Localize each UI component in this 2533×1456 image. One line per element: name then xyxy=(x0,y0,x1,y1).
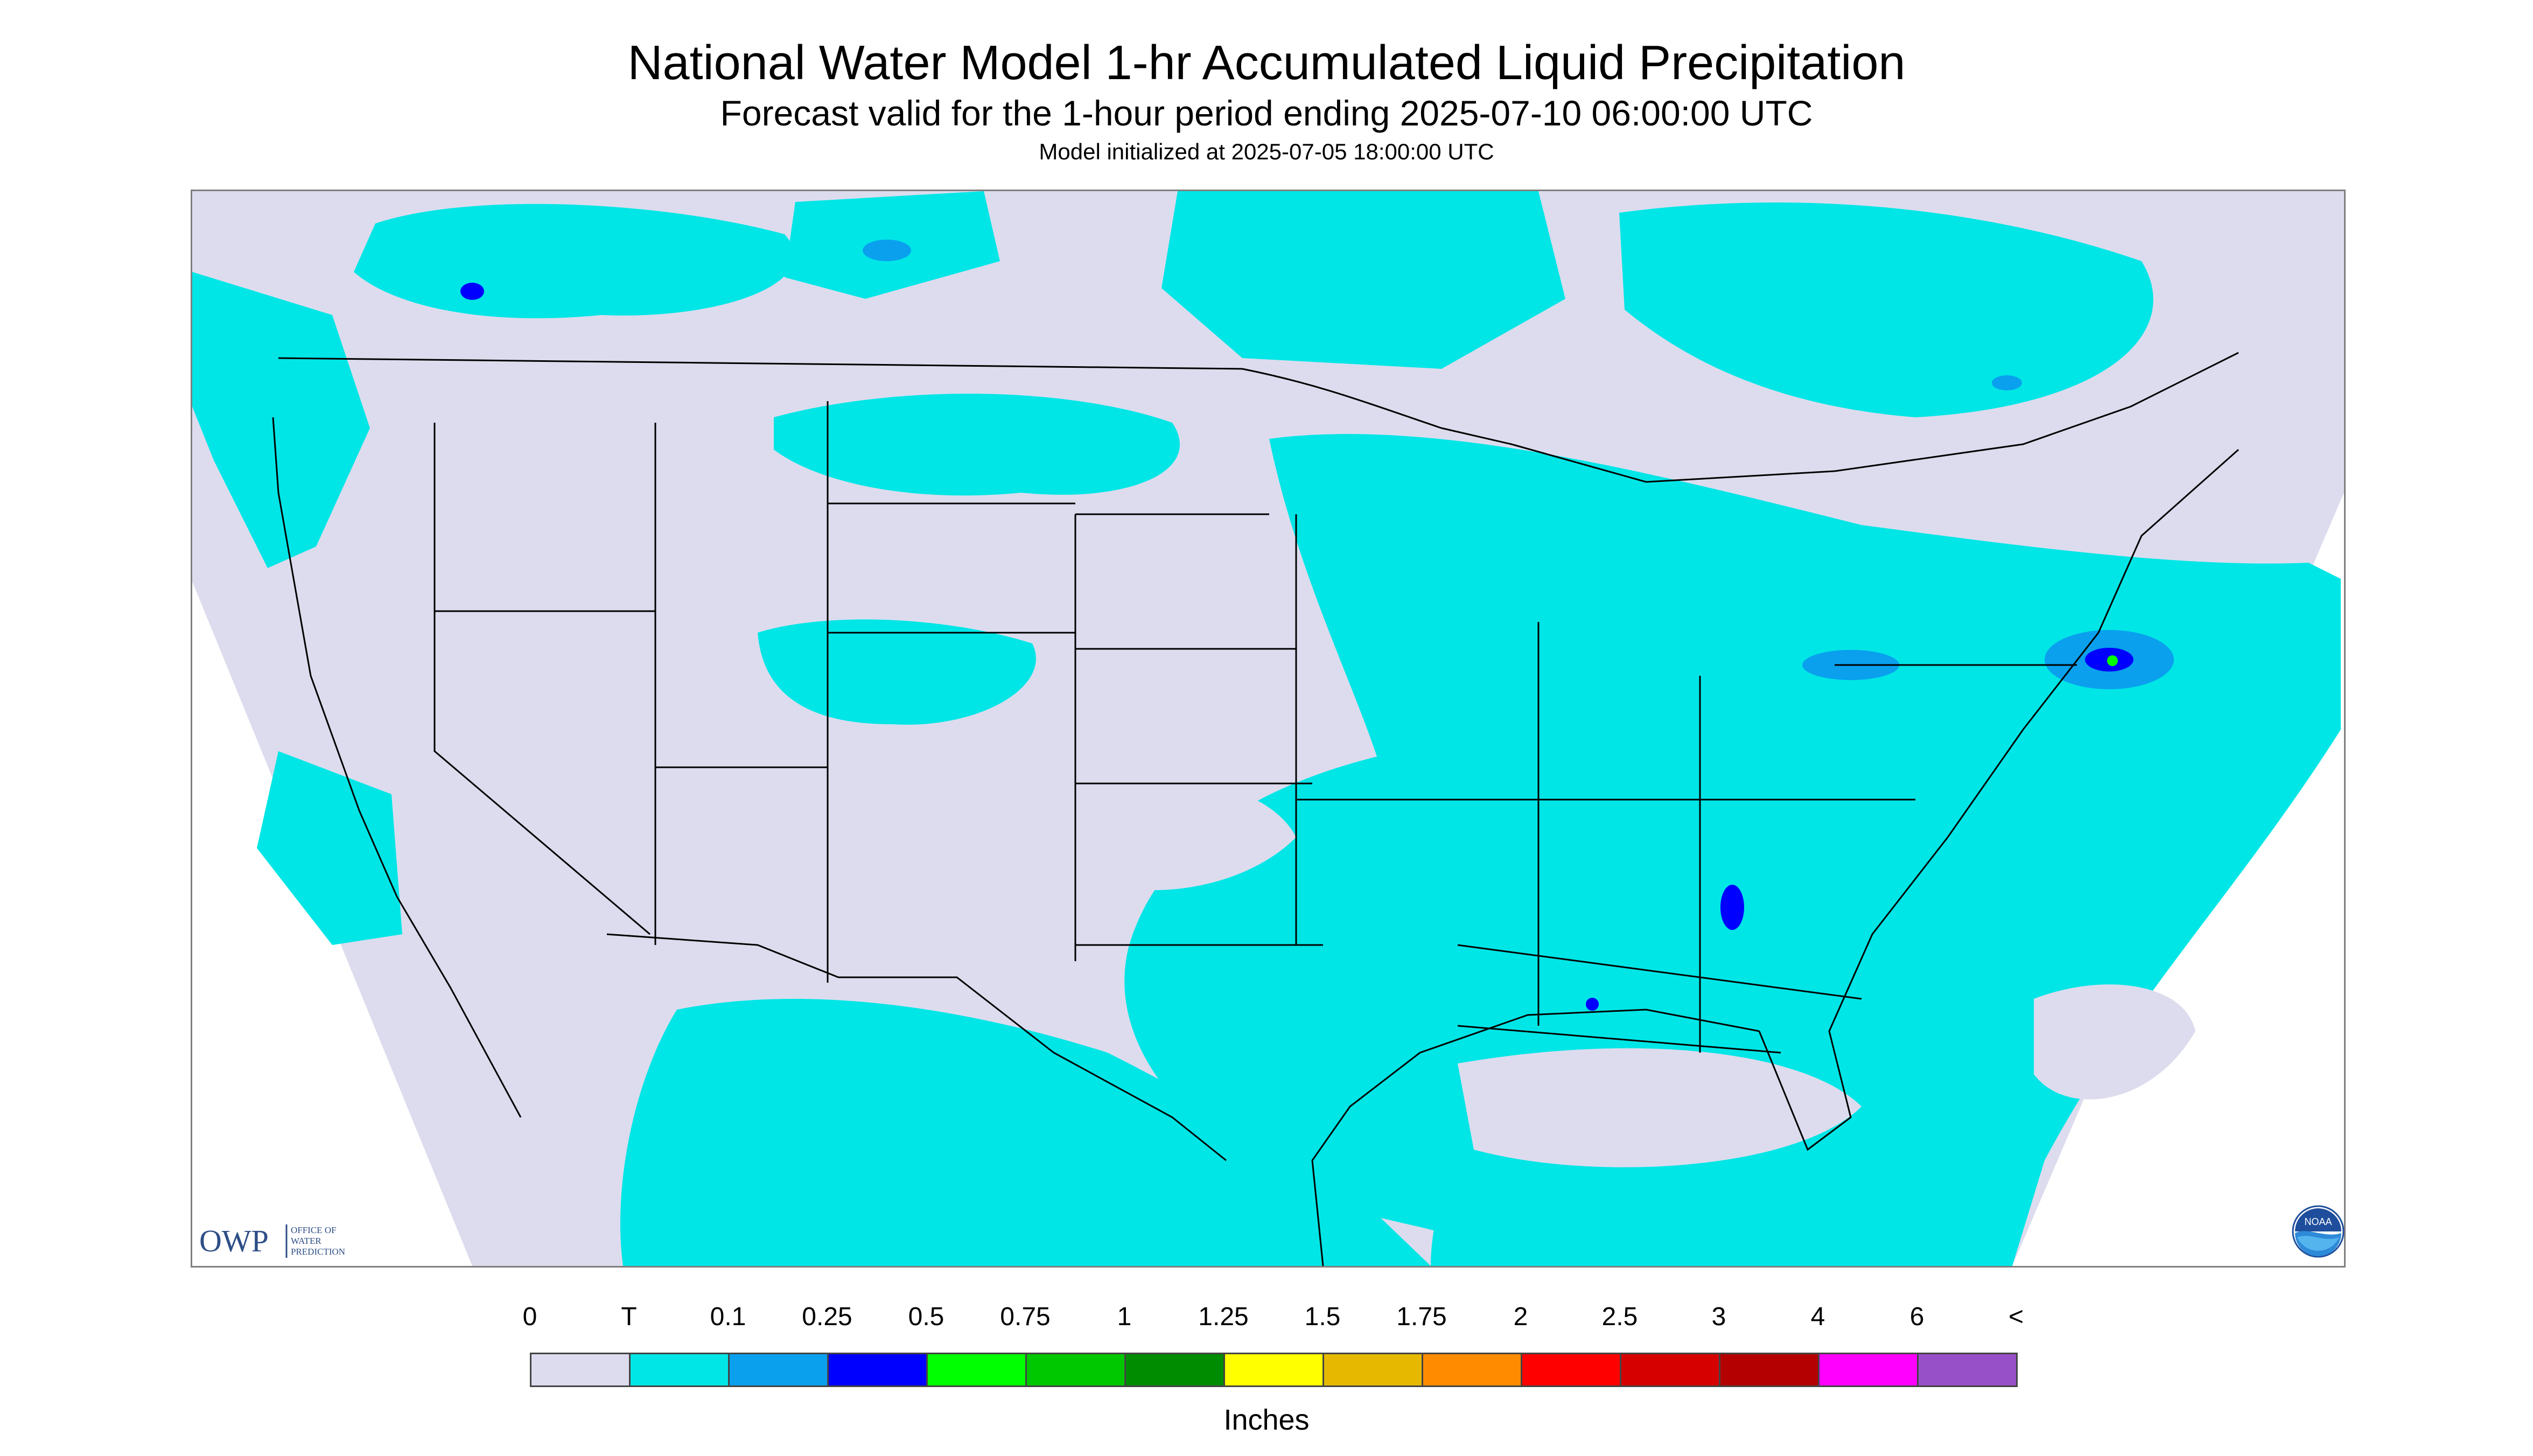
legend-swatch xyxy=(1719,1353,1820,1387)
legend-tick-label: 0.25 xyxy=(802,1303,852,1331)
legend-swatch xyxy=(827,1353,928,1387)
legend-swatch xyxy=(1124,1353,1225,1387)
color-legend xyxy=(530,1353,2018,1390)
owp-letters: OWP xyxy=(199,1223,269,1258)
heavy-precip-alberta xyxy=(460,283,484,300)
legend-swatch xyxy=(1025,1353,1126,1387)
legend-swatch xyxy=(1323,1353,1423,1387)
map-subtitle: Forecast valid for the 1-hour period end… xyxy=(720,93,1813,133)
state-lines-east xyxy=(1296,622,2077,1054)
map-title: National Water Model 1-hr Accumulated Li… xyxy=(627,36,1906,90)
owp-logo: OWP OFFICE OF WATER PREDICTION xyxy=(199,1222,372,1260)
political-boundaries xyxy=(278,352,2239,1161)
legend-tick-label: 1.5 xyxy=(1304,1303,1341,1331)
legend-tick-label: 0.1 xyxy=(710,1303,746,1331)
legend-tick-label: T xyxy=(621,1303,637,1331)
map-canvas xyxy=(192,191,2344,1266)
us-canada-border xyxy=(278,352,2239,483)
legend-tick-label: 0 xyxy=(522,1303,537,1331)
us-mexico-border xyxy=(606,933,1227,1161)
atlantic-coastline xyxy=(1758,449,2239,1151)
coastlines xyxy=(272,417,2239,1266)
legend-swatch xyxy=(728,1353,829,1387)
dry-gap-great-plains xyxy=(1054,775,1296,891)
precipitation-map xyxy=(191,190,2346,1268)
precip-area-pacific-nw xyxy=(192,272,370,568)
legend-swatch xyxy=(530,1353,631,1387)
dry-gap-florida-east xyxy=(2034,984,2195,1100)
legend-swatch xyxy=(629,1353,730,1387)
legend-swatch xyxy=(1620,1353,1720,1387)
legend-tick-label: 0.5 xyxy=(908,1303,944,1331)
heavy-precip-quebec xyxy=(1992,375,2022,390)
precip-area-west-coast-offshore xyxy=(257,751,402,945)
legend-tick-label: 2.5 xyxy=(1601,1303,1638,1331)
dry-gaps-layer xyxy=(1054,775,2195,1167)
heavy-precip-georgia xyxy=(1720,885,1744,930)
legend-tick-label: 3 xyxy=(1711,1303,1726,1331)
legend-tick-label: 2 xyxy=(1513,1303,1528,1331)
model-init-line: Model initialized at 2025-07-05 18:00:00… xyxy=(1039,139,1494,164)
precip-area-mexico xyxy=(620,998,1431,1266)
state-lines-central xyxy=(1075,513,1323,946)
precip-area-quebec xyxy=(1619,202,2153,417)
legend-tick-label: 6 xyxy=(1909,1303,1925,1331)
owp-text-line-3: PREDICTION xyxy=(291,1247,345,1257)
legend-swatch xyxy=(1223,1353,1324,1387)
legend-tick-label: 1.75 xyxy=(1396,1303,1447,1331)
legend-swatch xyxy=(1422,1353,1522,1387)
noaa-text: NOAA xyxy=(2304,1216,2332,1227)
owp-text-line-1: OFFICE OF xyxy=(291,1225,337,1235)
legend-units: Inches xyxy=(1223,1404,1310,1436)
legend-tick-label: < xyxy=(2008,1303,2024,1331)
state-lines-west xyxy=(433,401,1076,983)
dry-gap-gulf xyxy=(1458,1048,1862,1167)
legend-swatch xyxy=(1521,1353,1621,1387)
precip-area-northern-plains xyxy=(774,394,1180,496)
legend-tick-label: 4 xyxy=(1810,1303,1825,1331)
gulf-coastline xyxy=(1311,1009,1760,1266)
legend-swatch xyxy=(1917,1353,2018,1387)
noaa-logo: NOAA xyxy=(2292,1205,2345,1258)
owp-text-line-2: WATER xyxy=(291,1236,321,1246)
legend-tick-label: 0.75 xyxy=(1000,1303,1051,1331)
legend-tick-label: 1.25 xyxy=(1198,1303,1249,1331)
legend-swatch xyxy=(1818,1353,1919,1387)
heavy-precip-gulf-coast xyxy=(1586,998,1599,1011)
precip-area-canada-east xyxy=(1161,191,1565,369)
legend-tick-label: 1 xyxy=(1117,1303,1132,1331)
pacific-coastline xyxy=(272,417,522,1118)
heavy-precip-nj-peak xyxy=(2107,655,2118,666)
heavy-precip-saskatchewan xyxy=(863,240,911,261)
legend-swatch xyxy=(926,1353,1027,1387)
